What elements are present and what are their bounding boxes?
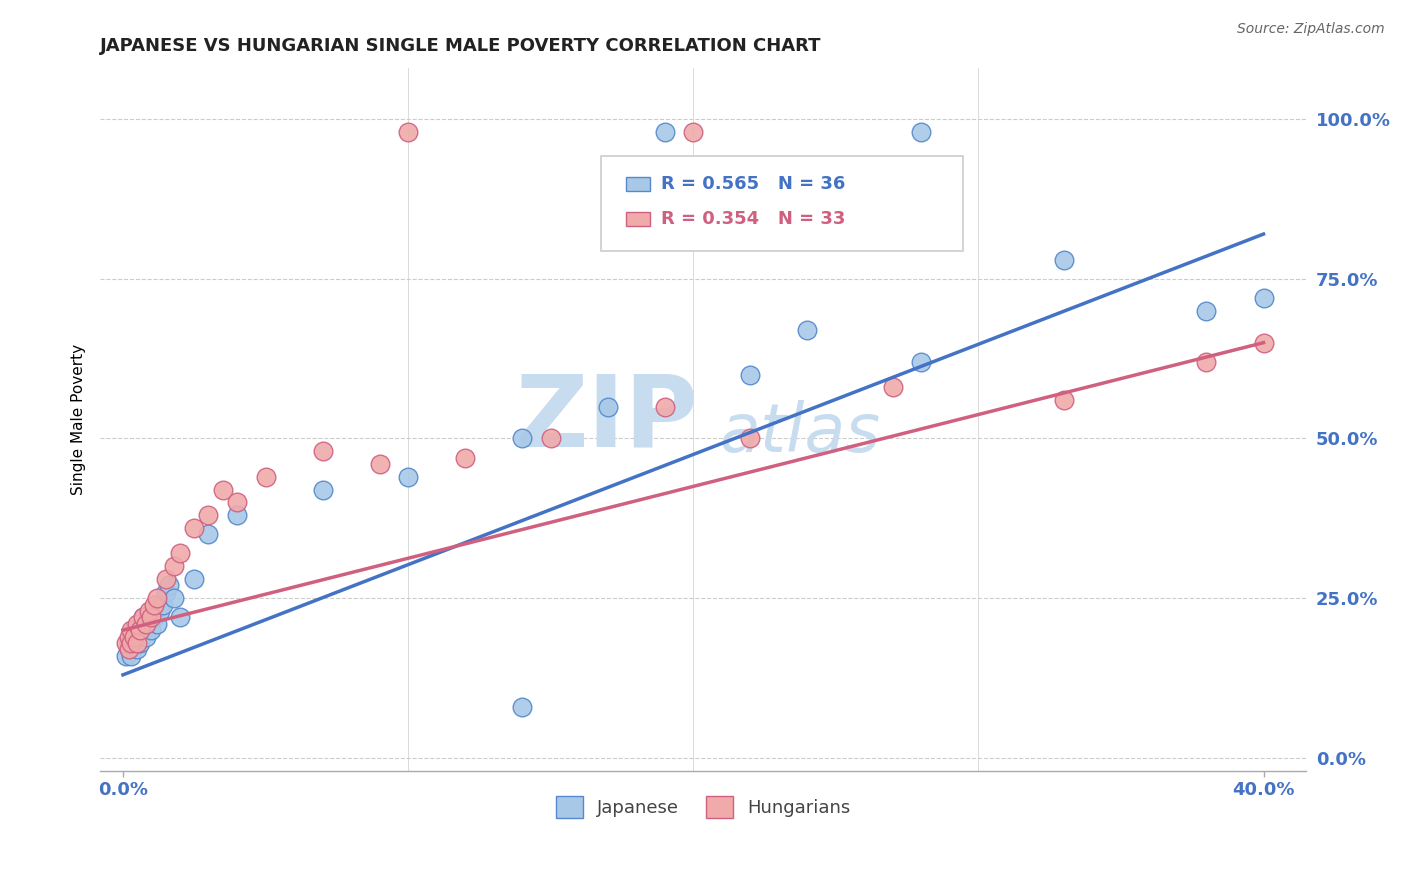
- Point: [132, 623, 155, 637]
- Point: [129, 623, 152, 637]
- Point: [121, 648, 143, 663]
- Point: [654, 400, 676, 414]
- Point: [157, 578, 180, 592]
- Point: [1253, 291, 1275, 305]
- Point: [368, 457, 391, 471]
- Point: [910, 355, 932, 369]
- Point: [152, 598, 174, 612]
- Point: [1195, 355, 1218, 369]
- Point: [1053, 393, 1076, 408]
- Point: [682, 125, 704, 139]
- Point: [882, 380, 904, 394]
- Point: [740, 368, 762, 382]
- Point: [135, 616, 157, 631]
- Point: [117, 642, 139, 657]
- FancyBboxPatch shape: [600, 156, 963, 251]
- Point: [197, 508, 219, 523]
- Point: [127, 642, 149, 657]
- Point: [117, 630, 139, 644]
- Point: [114, 648, 136, 663]
- Point: [510, 432, 533, 446]
- Point: [169, 547, 191, 561]
- Point: [910, 188, 932, 202]
- Point: [396, 125, 419, 139]
- Point: [146, 591, 169, 606]
- Point: [114, 636, 136, 650]
- Point: [163, 559, 186, 574]
- Text: ZIP: ZIP: [515, 371, 699, 467]
- Point: [226, 495, 249, 509]
- Point: [117, 636, 139, 650]
- Y-axis label: Single Male Poverty: Single Male Poverty: [72, 343, 86, 495]
- Point: [141, 623, 163, 637]
- Text: R = 0.565   N = 36: R = 0.565 N = 36: [661, 175, 845, 193]
- Point: [149, 604, 172, 618]
- Point: [254, 470, 277, 484]
- Point: [127, 630, 149, 644]
- Point: [124, 623, 146, 637]
- Point: [143, 610, 166, 624]
- Point: [311, 483, 333, 497]
- Point: [141, 610, 163, 624]
- Point: [654, 125, 676, 139]
- Point: [132, 610, 155, 624]
- Point: [121, 630, 143, 644]
- Text: R = 0.354   N = 33: R = 0.354 N = 33: [661, 210, 845, 228]
- Point: [183, 572, 205, 586]
- Point: [169, 610, 191, 624]
- Point: [155, 584, 177, 599]
- Point: [183, 521, 205, 535]
- Point: [740, 432, 762, 446]
- Point: [143, 598, 166, 612]
- FancyBboxPatch shape: [626, 177, 650, 191]
- Point: [910, 125, 932, 139]
- Point: [121, 623, 143, 637]
- Text: JAPANESE VS HUNGARIAN SINGLE MALE POVERTY CORRELATION CHART: JAPANESE VS HUNGARIAN SINGLE MALE POVERT…: [100, 37, 821, 55]
- Point: [127, 636, 149, 650]
- Point: [454, 450, 477, 465]
- Point: [127, 616, 149, 631]
- Point: [124, 630, 146, 644]
- Point: [138, 616, 160, 631]
- Point: [146, 616, 169, 631]
- Legend: Japanese, Hungarians: Japanese, Hungarians: [548, 789, 858, 825]
- Point: [117, 642, 139, 657]
- Text: Source: ZipAtlas.com: Source: ZipAtlas.com: [1237, 22, 1385, 37]
- Point: [138, 604, 160, 618]
- Point: [1195, 303, 1218, 318]
- Point: [1053, 252, 1076, 267]
- Point: [211, 483, 233, 497]
- Point: [510, 699, 533, 714]
- Text: atlas: atlas: [718, 401, 880, 467]
- Point: [155, 572, 177, 586]
- Point: [163, 591, 186, 606]
- Point: [132, 610, 155, 624]
- Point: [796, 323, 818, 337]
- Point: [121, 636, 143, 650]
- Point: [226, 508, 249, 523]
- Point: [124, 636, 146, 650]
- Point: [135, 630, 157, 644]
- Point: [540, 432, 562, 446]
- Point: [596, 400, 619, 414]
- FancyBboxPatch shape: [626, 212, 650, 226]
- Point: [1253, 335, 1275, 350]
- Point: [129, 636, 152, 650]
- Point: [197, 527, 219, 541]
- Point: [396, 470, 419, 484]
- Point: [311, 444, 333, 458]
